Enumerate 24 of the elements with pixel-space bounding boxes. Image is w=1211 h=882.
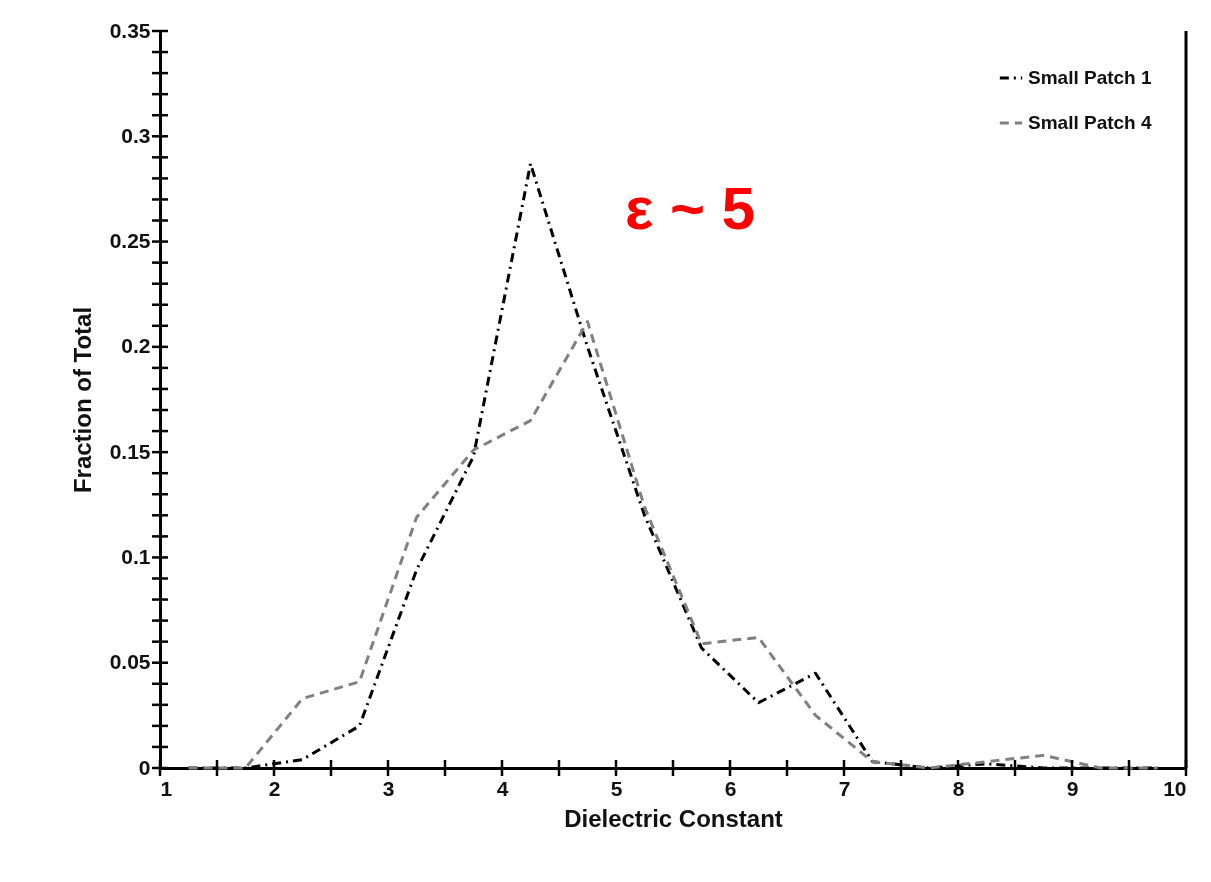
annotation: ε ~ 5 [624, 175, 756, 242]
x-tick-label: 7 [838, 776, 851, 800]
x-tick-label: 10 [1163, 776, 1187, 800]
y-tick-label: 0.05 [109, 650, 151, 674]
x-tick-label: 1 [160, 776, 173, 800]
x-tick-label: 8 [952, 776, 965, 800]
x-axis-title: Dielectric Constant [564, 804, 783, 832]
y-tick-label: 0.25 [109, 229, 151, 253]
y-axis-title: Fraction of Total [68, 306, 96, 494]
line-series [187, 320, 1159, 770]
x-tick-label: 6 [724, 776, 737, 800]
y-tick-label: 0.3 [121, 123, 151, 147]
x-tick-label: 3 [382, 776, 395, 800]
legend-label: Small Patch 4 [1028, 112, 1152, 133]
x-tick-label: 9 [1066, 776, 1079, 800]
x-tick-label: 2 [268, 776, 281, 800]
x-tick-label: 5 [610, 776, 623, 800]
y-tick-label: 0 [138, 755, 151, 779]
x-tick-label: 4 [496, 776, 509, 800]
y-tick-label: 0.2 [121, 334, 151, 358]
y-tick-label: 0.35 [109, 18, 151, 42]
legend-label: Small Patch 1 [1028, 67, 1152, 88]
y-tick-label: 0.1 [121, 544, 151, 568]
y-tick-label: 0.15 [109, 439, 151, 463]
